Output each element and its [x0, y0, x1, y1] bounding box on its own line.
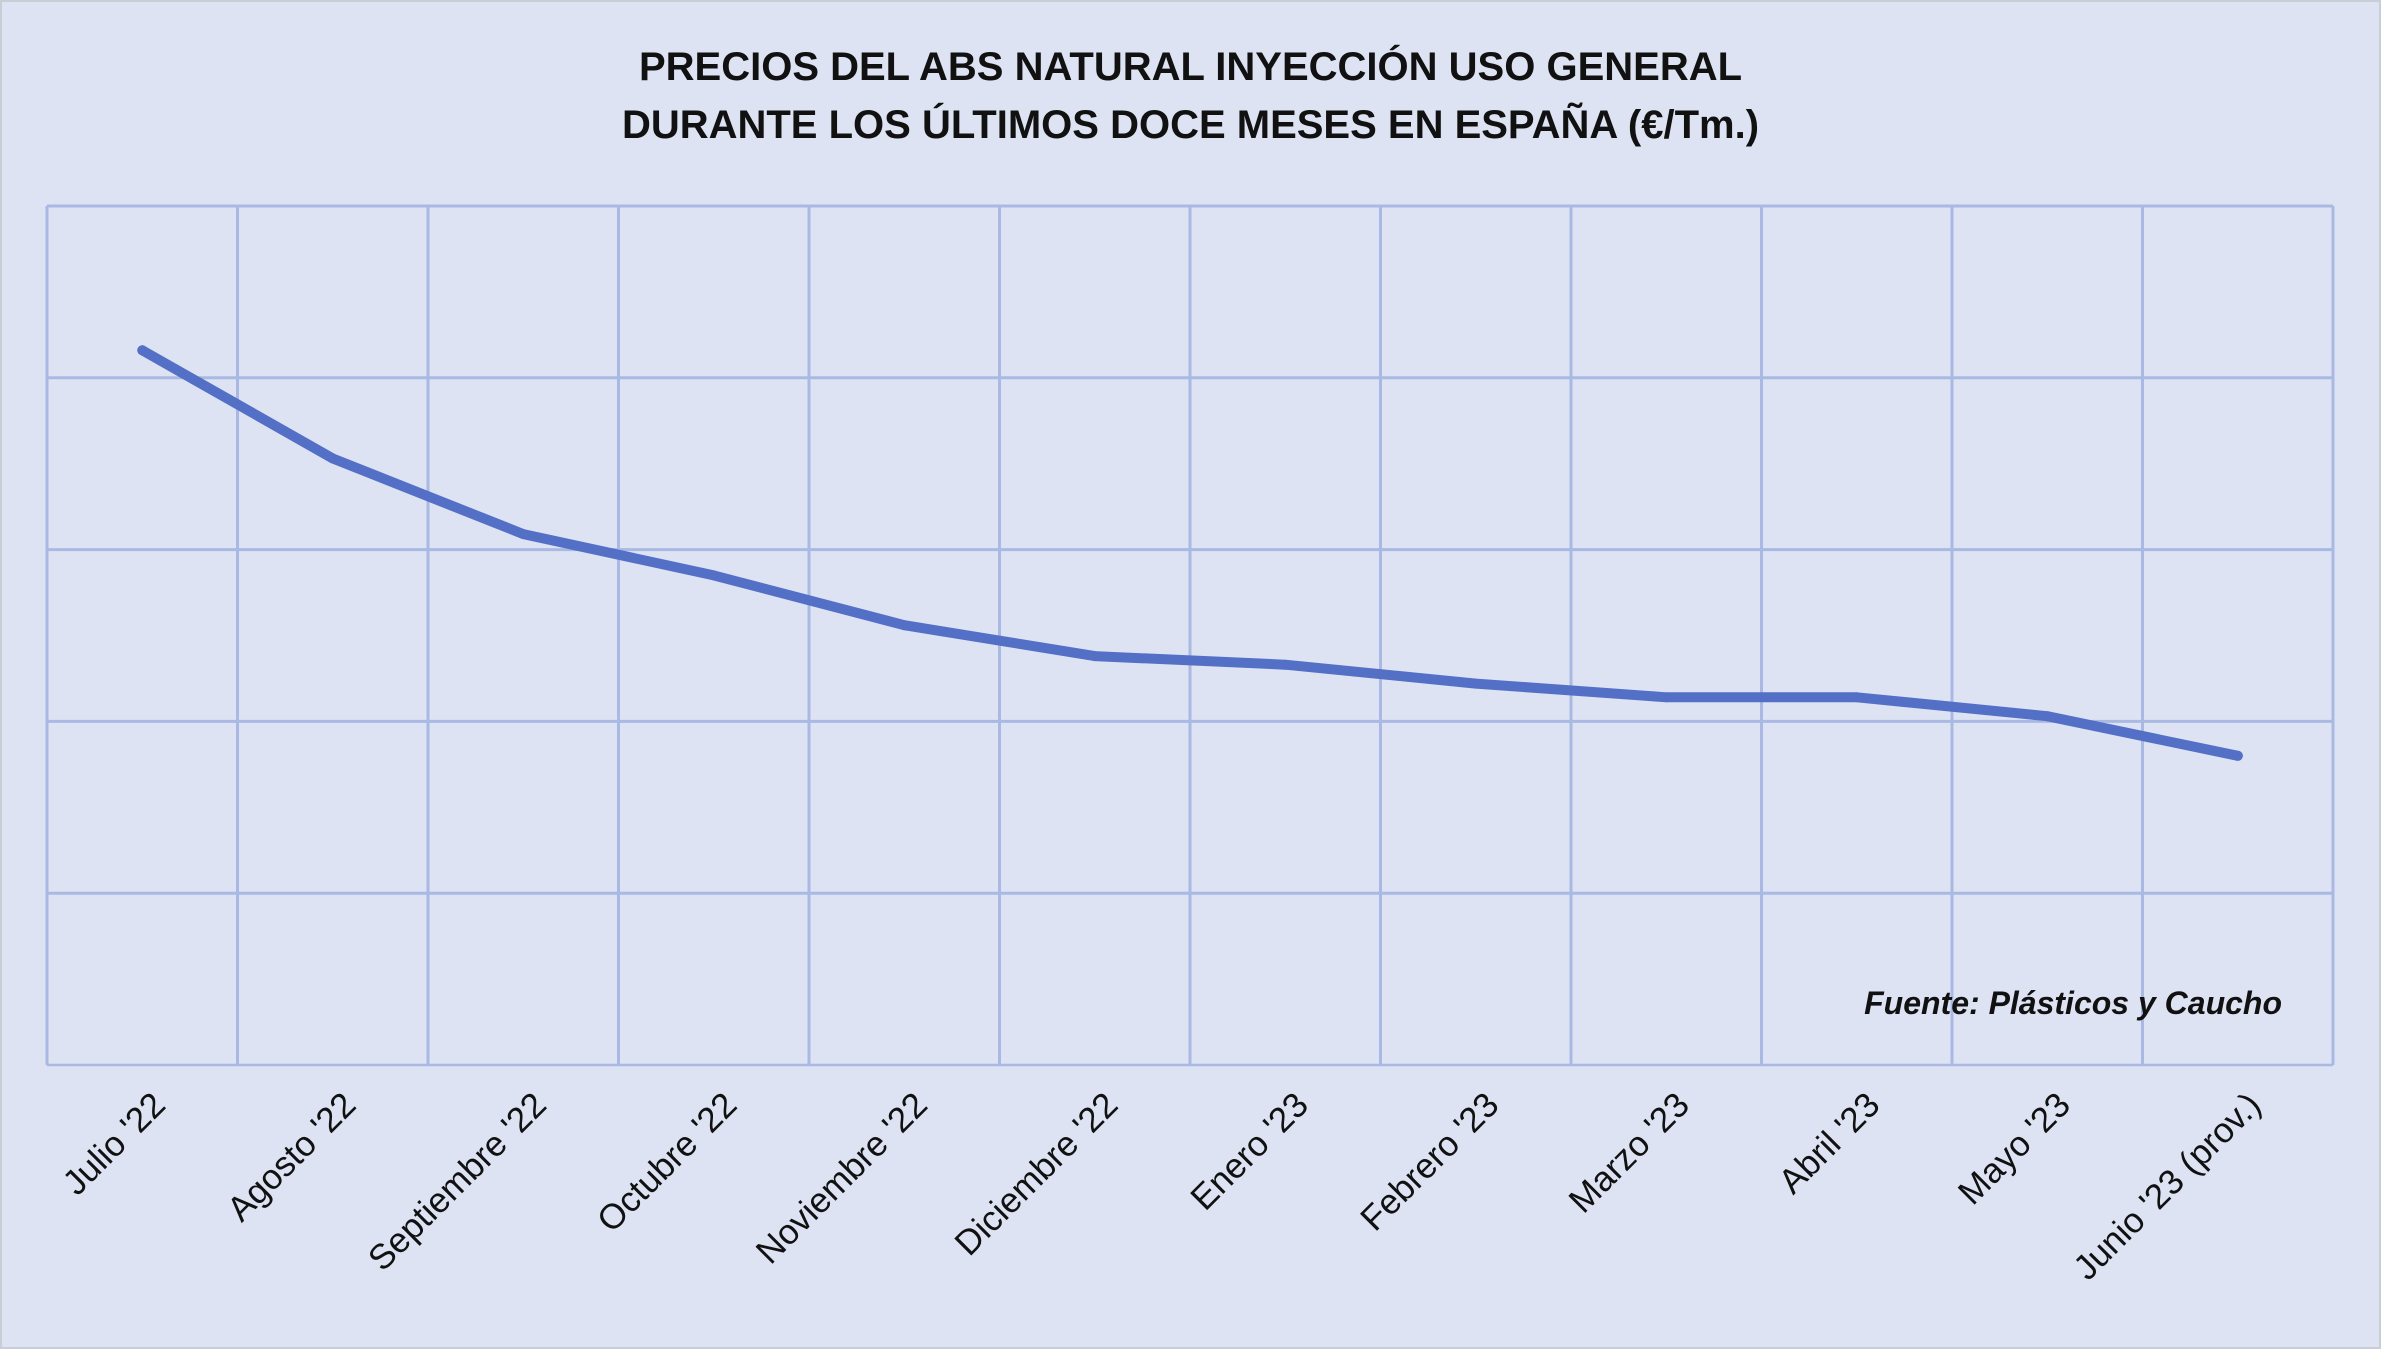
data-point-10: [2042, 711, 2053, 722]
chart-title-line-2: DURANTE LOS ÚLTIMOS DOCE MESES EN ESPAÑA…: [621, 103, 1760, 147]
grid: [45, 204, 2335, 1067]
data-point-11: [2232, 750, 2243, 761]
x-tick-label: Enero '23: [1183, 1085, 1316, 1218]
data-point-7: [1470, 678, 1481, 689]
x-tick-label: Octubre '22: [590, 1085, 745, 1240]
x-tick-label: Diciembre '22: [947, 1085, 1125, 1263]
data-point-1: [327, 453, 338, 464]
data-point-4: [899, 620, 910, 631]
data-point-5: [1089, 651, 1100, 662]
x-tick-label: Abril '23: [1771, 1085, 1887, 1201]
x-tick-label: Febrero '23: [1353, 1085, 1506, 1238]
data-point-6: [1280, 659, 1291, 670]
data-point-8: [1661, 692, 1672, 703]
x-tick-label: Junio '23 (prov.): [2066, 1085, 2268, 1287]
data-point-0: [137, 345, 148, 356]
x-tick-label: Mayo '23: [1951, 1085, 2078, 1212]
data-point-2: [518, 529, 529, 540]
data-point-3: [708, 570, 719, 581]
x-tick-label: Agosto '22: [220, 1085, 364, 1229]
chart-title: PRECIOS DEL ABS NATURAL INYECCIÓN USO GE…: [0, 38, 2381, 154]
x-tick-label: Julio '22: [55, 1085, 173, 1203]
x-tick-label: Noviembre '22: [749, 1085, 935, 1271]
series-layer: [137, 345, 2243, 761]
source-note: Fuente: Plásticos y Caucho: [1864, 985, 2282, 1021]
x-tick-label: Marzo '23: [1561, 1085, 1696, 1220]
chart-title-line-1: PRECIOS DEL ABS NATURAL INYECCIÓN USO GE…: [638, 45, 1743, 89]
series-line: [137, 345, 2243, 761]
data-point-9: [1851, 692, 1862, 703]
x-tick-label: Septiembre '22: [361, 1085, 554, 1278]
